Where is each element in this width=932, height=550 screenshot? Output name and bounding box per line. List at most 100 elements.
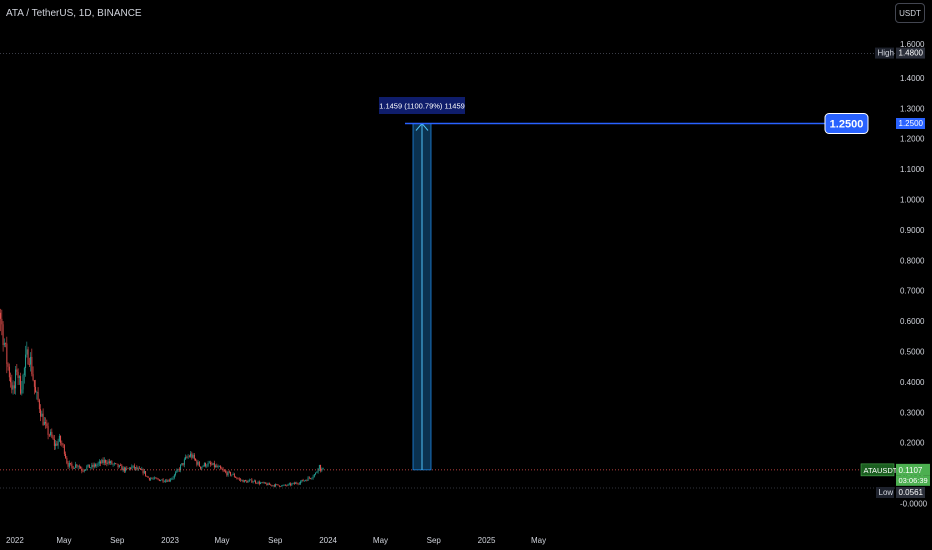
candle-body	[207, 463, 209, 466]
candle-body	[35, 386, 37, 393]
candle-body	[267, 483, 269, 486]
x-tick-label: Sep	[427, 536, 442, 545]
candle-body	[18, 376, 20, 378]
candle-body	[157, 478, 159, 480]
low-label: Low	[876, 487, 894, 498]
candle-body	[235, 476, 237, 478]
candle-body	[100, 461, 102, 464]
y-tick-label: 1.3000	[900, 104, 925, 113]
measure-label-box	[379, 97, 465, 114]
candle-body	[312, 476, 314, 479]
candle-body	[21, 389, 23, 394]
candle-body	[223, 470, 225, 472]
candle-body	[83, 470, 85, 472]
y-tick-label: 0.8000	[900, 256, 925, 265]
y-tick-label: 0.4000	[900, 378, 925, 387]
time-axis[interactable]: 2022 May Sep 2023 May Sep 2024 May Sep 2025 May	[6, 536, 546, 545]
last-countdown: 03:06:39	[896, 475, 930, 486]
candle-body	[200, 466, 202, 469]
candle-body	[87, 464, 89, 467]
candle-body	[85, 469, 87, 471]
candle-body	[132, 465, 134, 467]
candle-body	[91, 464, 93, 468]
candle-body	[311, 478, 313, 479]
candle-body	[238, 478, 240, 480]
candle-body	[113, 463, 115, 464]
candle-body	[138, 468, 140, 469]
candle-body	[310, 478, 312, 479]
currency-button[interactable]: USDT	[895, 3, 925, 23]
candle-body	[76, 464, 78, 467]
x-tick-label: Sep	[110, 536, 125, 545]
high-value: 1.4800	[896, 47, 925, 59]
candle-body	[90, 467, 92, 469]
candle-body	[68, 462, 70, 467]
candle-body	[260, 482, 262, 484]
candle-body	[31, 356, 33, 375]
candle-body	[6, 343, 8, 364]
candle-body	[165, 480, 167, 482]
candle-body	[11, 382, 13, 390]
y-tick-label: 1.6000	[900, 40, 925, 49]
candle-body	[75, 464, 77, 468]
candle-body	[243, 480, 245, 483]
candle-body	[67, 462, 69, 467]
y-tick-label: 0.7000	[900, 287, 925, 296]
candle-body	[318, 464, 320, 469]
candle-body	[82, 470, 84, 472]
price-range-measure[interactable]: 1.1459 (1100.79%) 11459	[379, 97, 465, 471]
candle-body	[246, 481, 248, 483]
price-axis[interactable]: 1.6000 1.4000 1.3000 1.2000 1.1000 1.0000 0.90…	[900, 40, 928, 509]
candle-body	[106, 462, 108, 464]
candle-body	[197, 462, 199, 465]
candle-body	[170, 479, 172, 481]
candle-body	[141, 469, 143, 470]
candle-body	[60, 435, 62, 443]
candle-body	[305, 480, 307, 481]
x-tick-label: May	[56, 536, 71, 545]
candle-body	[37, 391, 39, 401]
candle-body	[290, 483, 292, 486]
candle-body	[277, 484, 279, 486]
candle-body	[315, 472, 317, 475]
candle-body	[191, 453, 193, 458]
candle-body	[125, 467, 127, 472]
target-price-tag[interactable]: 1.2500	[824, 113, 869, 134]
x-tick-label: 2025	[478, 536, 496, 545]
candle-body	[161, 479, 163, 481]
candle-body	[215, 465, 217, 468]
candle-body	[20, 376, 22, 394]
candle-body	[228, 471, 230, 473]
candle-body	[0, 312, 2, 319]
candle-body	[156, 478, 158, 479]
candle-body	[123, 467, 125, 472]
candle-body	[302, 479, 304, 482]
high-label: High	[875, 47, 894, 59]
candle-body	[303, 480, 305, 482]
candle-body	[212, 462, 214, 465]
last-countdown-text: 03:06:39	[899, 476, 928, 485]
y-tick-label: -0.0000	[900, 500, 928, 509]
symbol-title: ATA / TetherUS, 1D, BINANCE	[6, 8, 142, 19]
candle-body	[40, 409, 42, 417]
candle-body	[316, 472, 318, 473]
candle-body	[232, 474, 234, 475]
last-countdown-box	[896, 475, 930, 486]
candle-body	[153, 477, 155, 479]
candle-body	[192, 454, 194, 458]
candle-body	[126, 467, 128, 469]
candle-body	[145, 471, 147, 476]
candle-body	[247, 480, 249, 483]
candle-body	[295, 482, 297, 484]
candle-body	[137, 468, 139, 470]
candle-body	[105, 460, 107, 463]
candle-body	[196, 460, 198, 465]
candle-body	[12, 385, 14, 390]
candle-body	[118, 465, 120, 468]
y-tick-label: 0.2000	[900, 439, 925, 448]
low-value: 0.0561	[896, 487, 925, 498]
candle-body	[10, 377, 12, 383]
candle-body	[173, 474, 175, 478]
y-tick-label: 1.1000	[900, 165, 925, 174]
